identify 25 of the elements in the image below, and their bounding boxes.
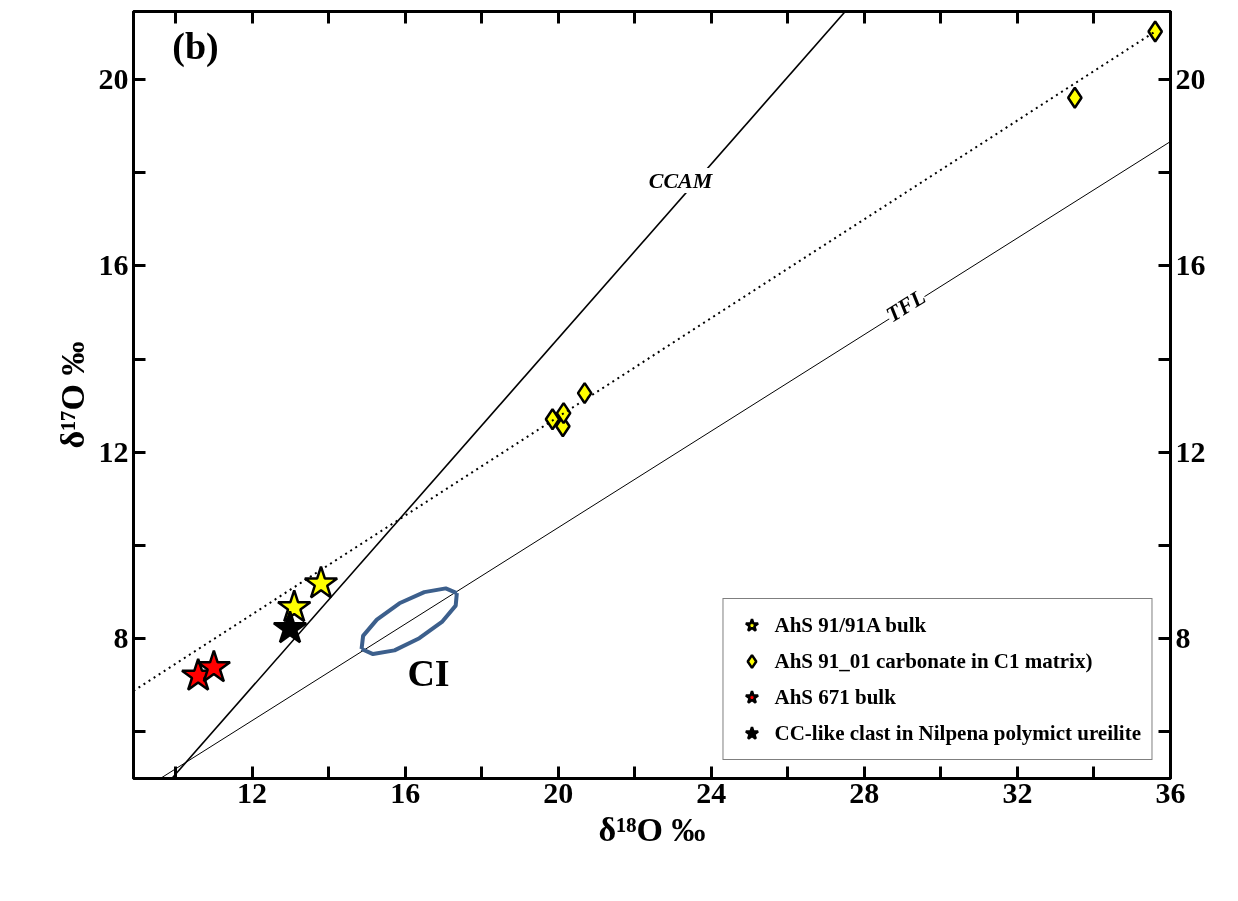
legend-label: AhS 91/91A bulk (774, 612, 927, 638)
y-tick-label: 8 (113, 621, 129, 655)
x-tick-label: 24 (696, 775, 727, 809)
x-tick-label: 12 (237, 775, 268, 809)
y-tick-label: 16 (98, 248, 129, 282)
annotation: TFL (881, 283, 930, 328)
y2-tick-label: 8 (1175, 621, 1191, 655)
y-axis-title: δ¹⁷O ‰ (53, 341, 91, 449)
x-tick-label: 36 (1155, 775, 1186, 809)
annotation: CI (407, 651, 450, 694)
annotation: (b) (172, 24, 219, 68)
annotation: CCAM (648, 168, 714, 193)
y2-tick-label: 20 (1175, 62, 1206, 96)
x-tick-label: 32 (1002, 775, 1033, 809)
y-tick-label: 20 (98, 62, 129, 96)
legend-label: AhS 91_01 carbonate in C1 matrix) (774, 648, 1093, 674)
legend-label: CC-like clast in Nilpena polymict ureilite (774, 720, 1141, 746)
x-axis-title: δ¹⁸O ‰ (598, 810, 706, 848)
x-tick-label: 20 (543, 775, 574, 809)
y2-tick-label: 12 (1175, 434, 1206, 468)
legend-label: AhS 671 bulk (774, 684, 896, 710)
y2-tick-label: 16 (1175, 248, 1206, 282)
y-tick-label: 12 (98, 434, 129, 468)
x-tick-label: 16 (390, 775, 421, 809)
x-tick-label: 28 (849, 775, 880, 809)
